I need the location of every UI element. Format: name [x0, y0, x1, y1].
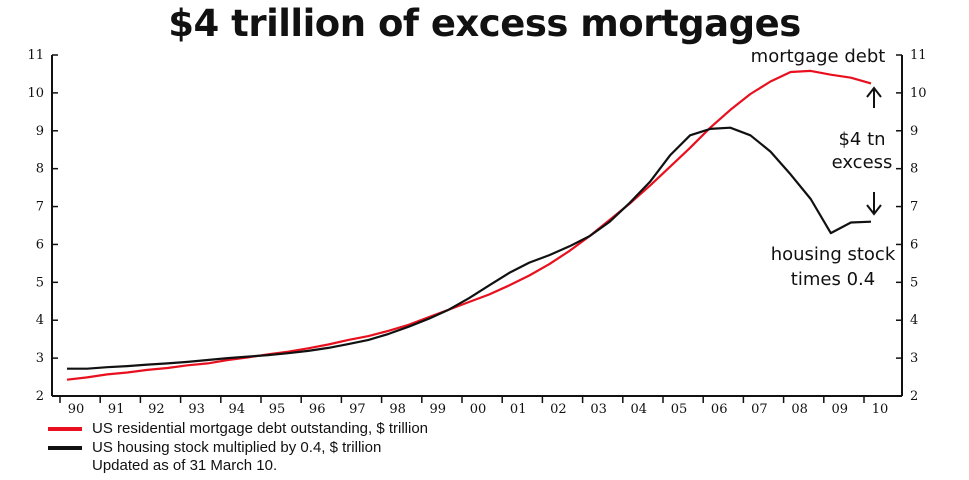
y-tick-label-left: 3 [36, 351, 44, 366]
legend-label-mortgage-debt: US residential mortgage debt outstanding… [92, 420, 429, 437]
x-tick-label: 02 [550, 402, 567, 417]
y-tick-label-right: 2 [910, 389, 918, 404]
y-tick-label-right: 7 [910, 200, 918, 215]
x-tick-label: 91 [108, 402, 125, 417]
x-tick-label: 05 [671, 402, 688, 417]
x-axis-ticks: 90 91 92 93 94 95 96 97 98 99 00 01 02 03 04 05 06 07 08 09… [59, 396, 889, 417]
y-tick-label-left: 8 [36, 162, 44, 177]
annotation-excess-line2: excess [832, 152, 893, 173]
legend-swatch-black [48, 446, 82, 450]
x-tick-label: 04 [631, 402, 648, 417]
y-tick-label-right: 10 [910, 86, 927, 101]
arrow-up-icon [866, 86, 882, 108]
legend-label-housing-stock: US housing stock multiplied by 0.4, $ tr… [92, 439, 382, 456]
y-tick-label-right: 8 [910, 162, 918, 177]
x-tick-label: 95 [269, 402, 286, 417]
y-tick-label-left: 5 [36, 275, 44, 290]
legend-swatch-red [48, 427, 82, 431]
y-tick-label-left: 6 [36, 237, 44, 252]
series-line-housing-stock [67, 126, 872, 370]
y-tick-label-left: 4 [36, 313, 44, 328]
x-tick-label: 07 [751, 402, 768, 417]
annotation-mortgage-debt: mortgage debt [751, 46, 886, 67]
y-tick-label-right: 11 [910, 48, 927, 63]
y-tick-label-left: 9 [36, 124, 44, 139]
x-tick-label: 08 [791, 402, 808, 417]
x-tick-label: 10 [872, 402, 889, 417]
x-tick-label: 06 [711, 402, 728, 417]
annotations-layer: mortgage debt $4 tn excess housing stock… [751, 46, 896, 290]
x-tick-label: 09 [832, 402, 849, 417]
x-tick-label: 93 [188, 402, 205, 417]
y-tick-label-left: 2 [36, 389, 44, 404]
y-tick-label-left: 7 [36, 200, 44, 215]
y-axis-left-ticks: 2 3 4 5 6 7 8 9 10 11 [27, 48, 58, 404]
x-tick-label: 00 [470, 402, 487, 417]
y-tick-label-left: 10 [27, 86, 44, 101]
annotation-housing-line1: housing stock [771, 244, 896, 265]
y-tick-label-right: 4 [910, 313, 918, 328]
x-tick-label: 01 [510, 402, 527, 417]
annotation-housing-line2: times 0.4 [791, 269, 875, 290]
arrow-down-icon [866, 192, 882, 216]
x-tick-label: 98 [389, 402, 406, 417]
series-layer [66, 69, 872, 381]
y-tick-label-right: 5 [910, 275, 918, 290]
x-tick-label: 03 [590, 402, 607, 417]
y-tick-label-left: 11 [27, 48, 44, 63]
x-tick-label: 90 [68, 402, 85, 417]
chart-title: $4 trillion of excess mortgages [168, 2, 801, 45]
annotation-excess-line1: $4 tn [838, 129, 885, 150]
x-tick-label: 92 [148, 402, 165, 417]
x-tick-label: 96 [309, 402, 326, 417]
x-tick-label: 99 [430, 402, 447, 417]
x-tick-label: 97 [349, 402, 366, 417]
y-tick-label-right: 6 [910, 237, 918, 252]
x-tick-label: 94 [229, 402, 246, 417]
y-tick-label-right: 3 [910, 351, 918, 366]
series-line-mortgage-debt [66, 69, 872, 381]
footnote-updated: Updated as of 31 March 10. [92, 457, 278, 474]
y-tick-label-right: 9 [910, 124, 918, 139]
chart-axes [51, 55, 903, 397]
y-axis-right-ticks: 2 3 4 5 6 7 8 9 10 11 [896, 48, 927, 404]
